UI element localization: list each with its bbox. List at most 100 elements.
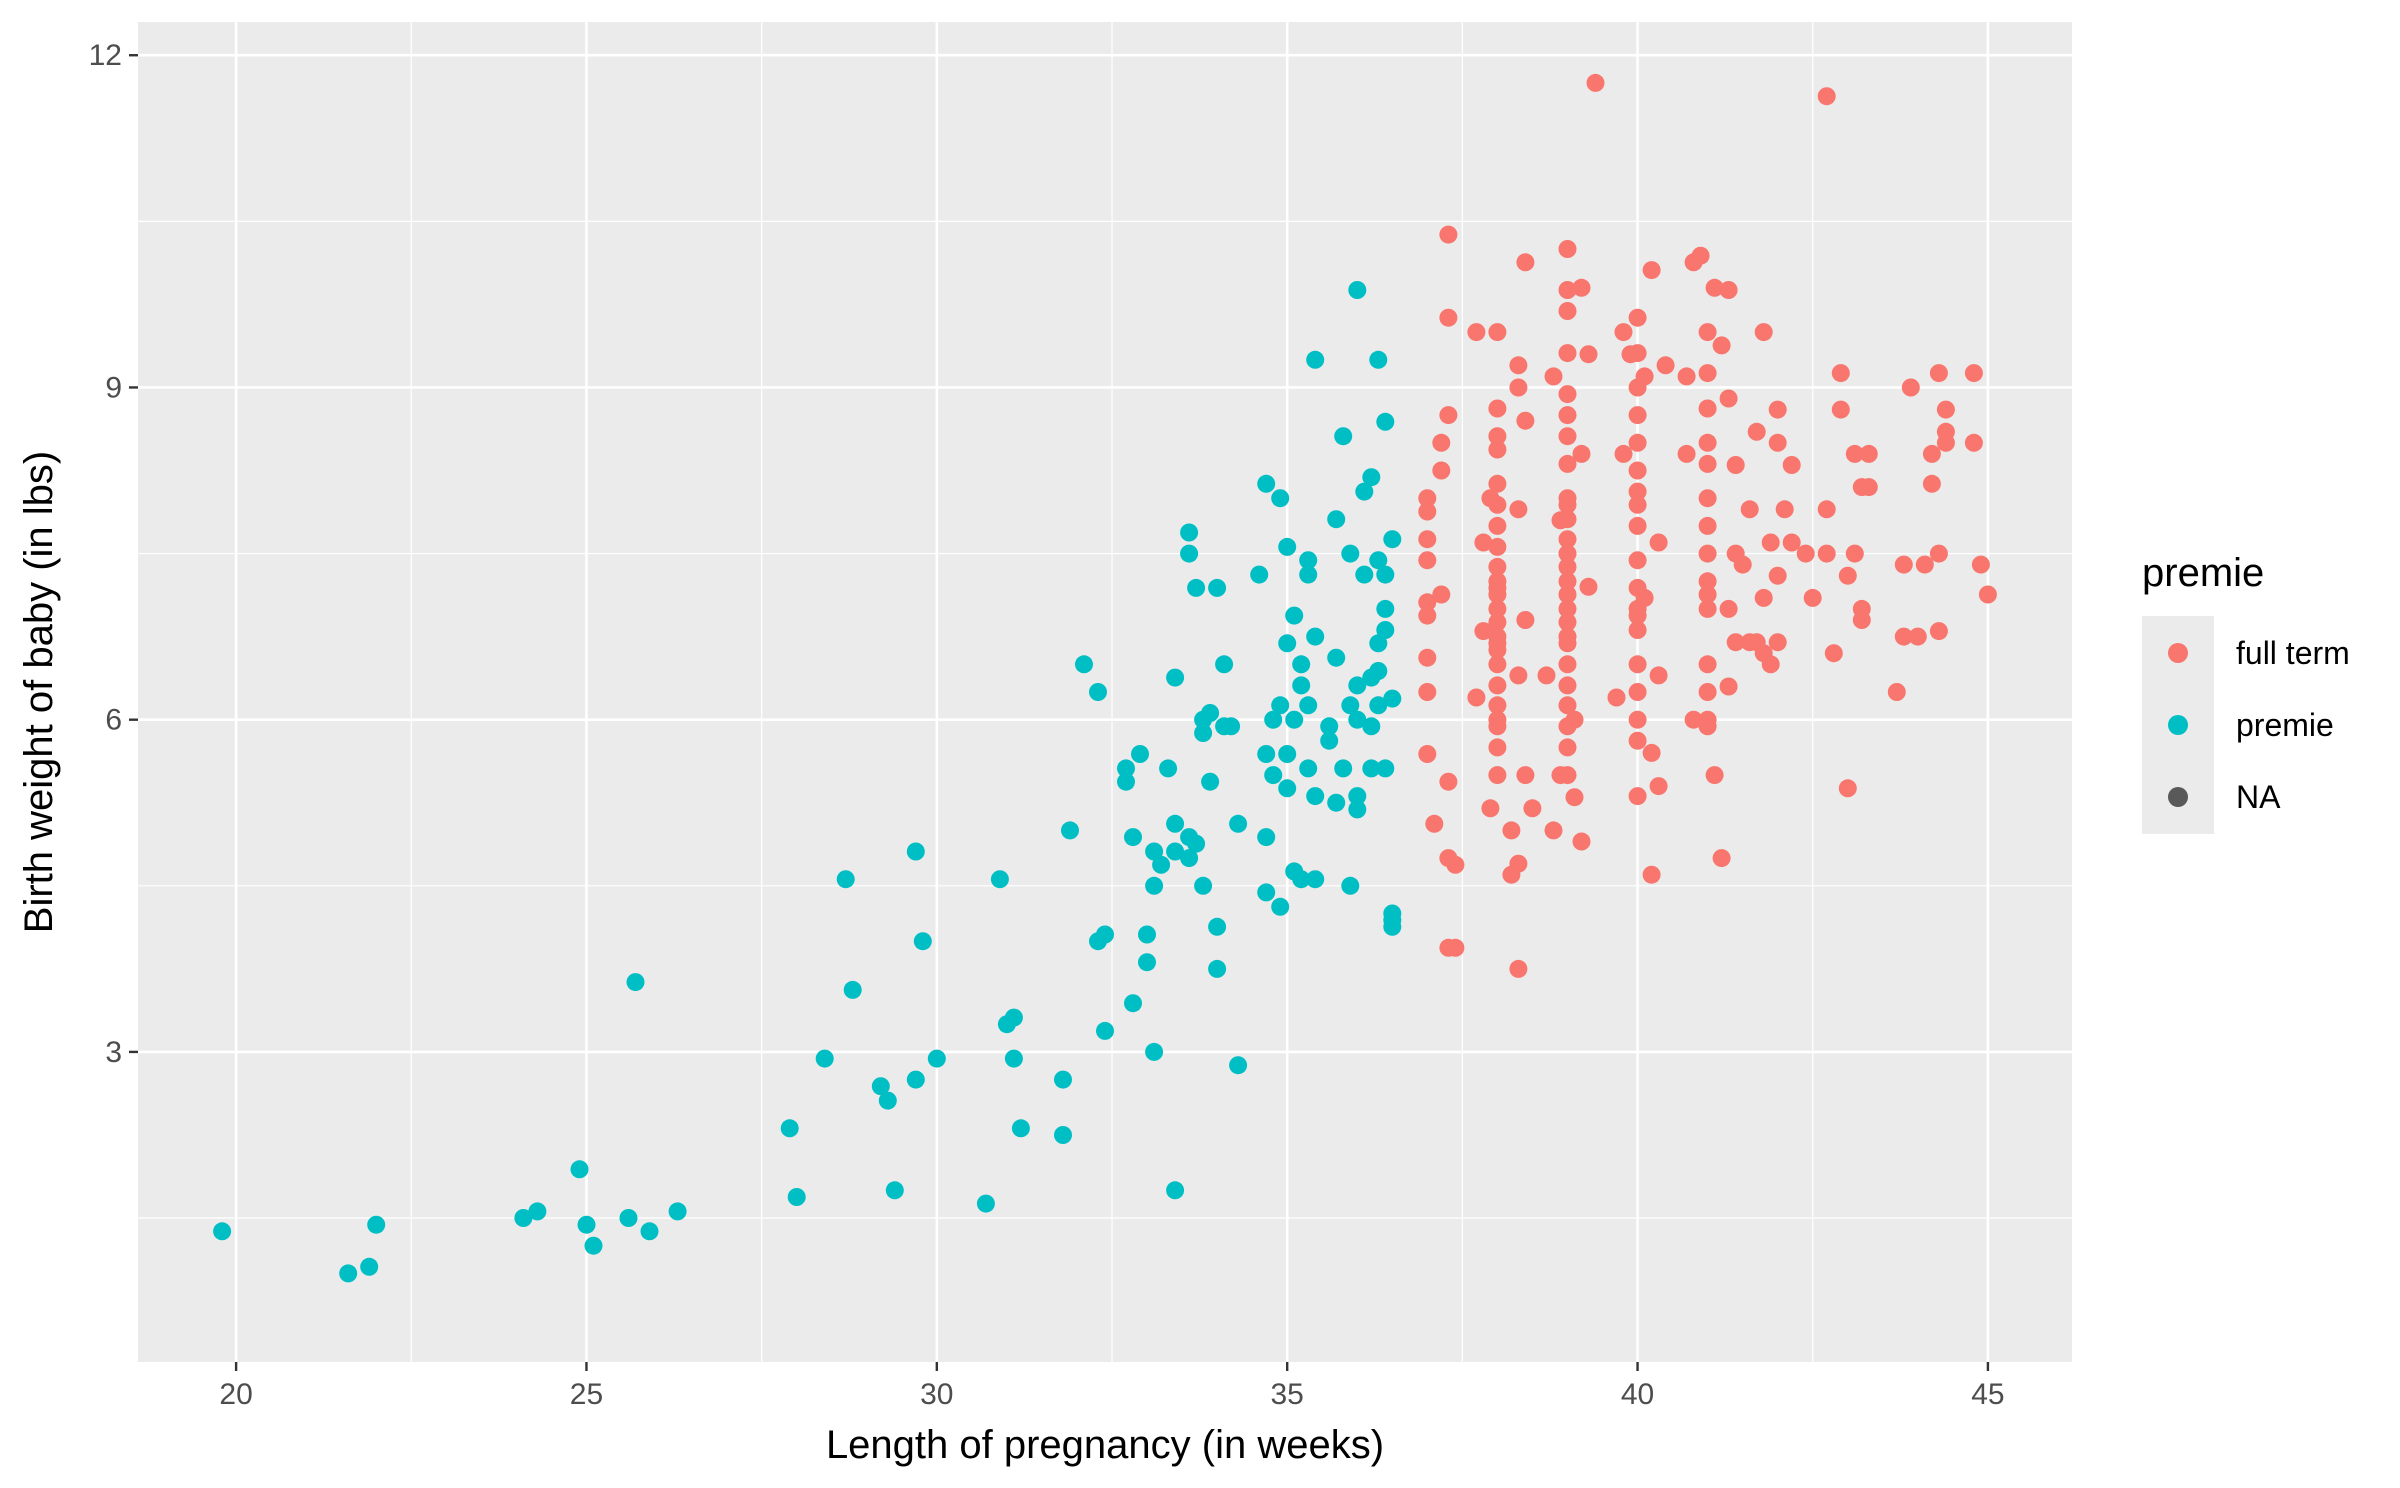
point-premie [1166, 1181, 1185, 1200]
point-full-term [1628, 683, 1647, 701]
y-axis-title: Birth weight of baby (in lbs) [17, 451, 61, 933]
point-premie [1208, 578, 1227, 597]
point-premie [1166, 668, 1185, 687]
point-premie [1089, 683, 1107, 701]
point-premie [990, 870, 1009, 889]
point-full-term [1488, 599, 1507, 618]
point-premie [1369, 634, 1388, 653]
point-premie [1292, 870, 1311, 889]
data-points [213, 73, 1997, 1283]
point-full-term [1775, 500, 1794, 519]
point-premie [1376, 621, 1395, 639]
point-full-term [1432, 585, 1451, 604]
point-full-term [1488, 474, 1507, 493]
point-full-term [1628, 551, 1647, 570]
point-premie [1271, 696, 1290, 715]
point-full-term [1551, 766, 1570, 785]
point-full-term [1439, 225, 1458, 244]
point-full-term [1418, 745, 1437, 763]
point-full-term [1544, 367, 1563, 386]
point-premie [1334, 427, 1353, 446]
point-full-term [1488, 613, 1507, 632]
point-full-term [1719, 677, 1738, 696]
y-tick-label: 9 [105, 371, 122, 404]
point-full-term [1845, 444, 1864, 463]
point-full-term [1467, 323, 1486, 342]
point-full-term [1558, 676, 1577, 695]
point-full-term [1516, 253, 1535, 272]
point-full-term [1929, 544, 1948, 563]
point-premie [1278, 537, 1297, 556]
point-premie [1376, 565, 1395, 584]
point-full-term [1712, 849, 1731, 868]
point-full-term [1558, 599, 1577, 618]
point-full-term [1579, 577, 1598, 596]
point-premie [1011, 1119, 1030, 1138]
point-premie [367, 1215, 386, 1234]
point-premie [836, 870, 855, 889]
point-premie [1194, 724, 1213, 742]
legend-label-na: NA [2236, 779, 2281, 815]
point-full-term [1915, 555, 1934, 574]
point-full-term [1565, 788, 1584, 807]
point-full-term [1488, 766, 1507, 785]
point-premie [1278, 745, 1297, 763]
point-premie [528, 1202, 547, 1221]
point-premie [1201, 704, 1220, 722]
point-premie [1362, 468, 1381, 487]
point-full-term [1607, 688, 1626, 707]
point-full-term [1439, 772, 1458, 791]
point-full-term [1628, 516, 1647, 535]
legend-entries: full term premie NA [2168, 635, 2350, 815]
point-full-term [1838, 779, 1857, 798]
point-full-term [1488, 738, 1507, 757]
point-full-term [1642, 865, 1661, 884]
x-tick-label: 45 [1971, 1378, 2004, 1411]
point-premie [927, 1049, 946, 1068]
point-premie [1299, 551, 1318, 570]
point-full-term [1740, 500, 1759, 519]
point-full-term [1628, 787, 1647, 806]
point-full-term [1628, 308, 1647, 327]
point-full-term [1677, 444, 1696, 463]
point-premie [514, 1209, 533, 1227]
point-premie [1299, 565, 1318, 584]
point-premie [1355, 565, 1374, 584]
point-full-term [1488, 399, 1507, 418]
y-tick-label: 3 [105, 1036, 122, 1069]
x-tick-label: 30 [920, 1378, 953, 1411]
point-premie [1264, 766, 1283, 785]
point-full-term [1474, 533, 1493, 552]
point-premie [871, 1077, 890, 1096]
point-full-term [1908, 627, 1927, 646]
point-premie [1383, 530, 1402, 549]
y-tick-label: 12 [89, 39, 122, 72]
point-full-term [1558, 544, 1577, 563]
point-premie [1348, 281, 1367, 299]
point-premie [1278, 779, 1297, 798]
point-full-term [1817, 544, 1836, 563]
point-full-term [1572, 444, 1591, 463]
point-full-term [1887, 683, 1906, 701]
point-premie [1061, 821, 1079, 840]
point-full-term [1488, 710, 1507, 729]
point-premie [1166, 814, 1185, 833]
point-premie [1180, 849, 1199, 868]
point-full-term [1488, 323, 1507, 342]
point-full-term [1558, 557, 1577, 576]
point-premie [1180, 523, 1199, 542]
point-premie [815, 1049, 834, 1068]
point-premie [1004, 1049, 1023, 1068]
point-full-term [1558, 344, 1577, 363]
point-premie [1145, 876, 1164, 895]
point-full-term [1649, 777, 1668, 796]
point-full-term [1558, 613, 1577, 632]
point-full-term [1698, 364, 1717, 383]
point-full-term [1628, 461, 1647, 480]
point-premie [1138, 925, 1156, 944]
point-premie [1250, 565, 1269, 584]
point-premie [1327, 793, 1346, 812]
point-full-term [1558, 585, 1577, 604]
point-full-term [1901, 378, 1920, 397]
point-full-term [1418, 648, 1437, 667]
